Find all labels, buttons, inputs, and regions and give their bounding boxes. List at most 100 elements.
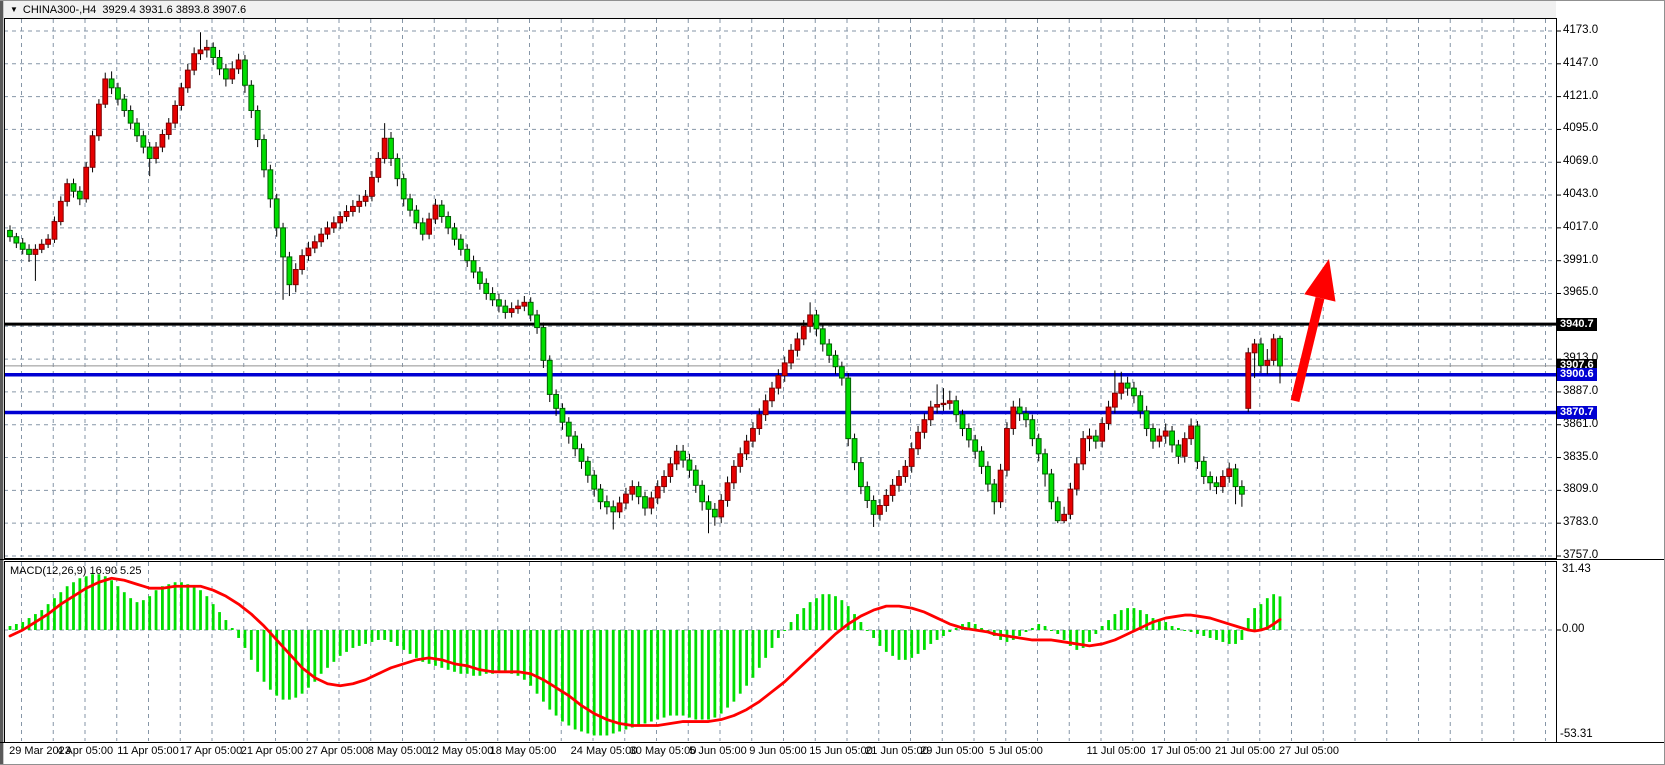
macd-histogram-bar <box>376 630 380 640</box>
candle <box>1150 428 1156 442</box>
macd-histogram-bar <box>948 630 952 632</box>
macd-histogram-bar <box>688 630 691 718</box>
candle <box>369 176 375 197</box>
macd-histogram-bar <box>1094 630 1098 634</box>
candle <box>1054 501 1061 522</box>
candle <box>946 400 953 404</box>
candle <box>1086 435 1093 440</box>
candle <box>991 483 998 503</box>
candle <box>261 139 267 171</box>
macd-histogram-bar <box>319 630 323 674</box>
candle <box>1219 475 1226 488</box>
macd-histogram-bar <box>205 596 209 630</box>
candle <box>273 198 280 229</box>
time-axis-label: 5 Jul 05:00 <box>989 745 1043 757</box>
candle <box>96 103 102 137</box>
candle <box>718 499 725 518</box>
candle <box>616 502 623 513</box>
macd-histogram-bar <box>637 630 641 726</box>
macd-histogram-bar <box>586 630 590 734</box>
candle <box>870 499 877 515</box>
macd-histogram-bar <box>573 630 577 730</box>
macd-histogram-bar <box>84 576 88 630</box>
candle <box>661 475 667 488</box>
candle <box>464 248 471 262</box>
price-axis-label: 3991.0 <box>1563 253 1599 266</box>
macd-scale-max: 31.43 <box>1562 563 1591 575</box>
macd-histogram-bar <box>459 630 463 674</box>
candle <box>1169 430 1175 446</box>
time-axis-label: 11 Jul 05:00 <box>1086 745 1146 757</box>
macd-histogram-bar <box>364 630 367 644</box>
candle <box>496 299 502 307</box>
macd-histogram-bar <box>478 630 482 676</box>
candle <box>102 78 109 105</box>
macd-histogram-bar <box>211 604 215 630</box>
macd-histogram-bar <box>1100 626 1104 630</box>
annotation-arrow-shaft[interactable] <box>1290 296 1325 403</box>
candle <box>724 482 731 501</box>
candle <box>985 465 991 485</box>
macd-histogram-bar <box>1043 626 1047 630</box>
candle <box>432 204 439 220</box>
candle <box>1004 428 1010 471</box>
macd-histogram-bar <box>1030 628 1034 630</box>
macd-histogram-bar <box>383 630 387 640</box>
macd-histogram-bar <box>440 630 444 668</box>
candle <box>934 404 941 408</box>
macd-histogram-bar <box>567 630 571 726</box>
candle <box>438 204 445 218</box>
macd-histogram-bar <box>148 596 152 630</box>
candle <box>800 325 807 340</box>
candle <box>413 209 420 224</box>
candle <box>877 505 883 515</box>
candle <box>1258 343 1264 366</box>
candle <box>1207 475 1214 484</box>
macd-histogram-bar <box>891 630 895 656</box>
macd-histogram-bar <box>580 630 583 732</box>
macd-histogram-bar <box>1088 630 1091 642</box>
macd-histogram-bar <box>249 630 253 660</box>
candle <box>1029 419 1036 440</box>
candle <box>229 68 236 80</box>
candle <box>38 243 45 250</box>
macd-histogram-bar <box>554 630 558 716</box>
triangle-down-icon[interactable]: ▼ <box>10 5 18 14</box>
annotation-arrow-head[interactable] <box>1304 259 1336 302</box>
macd-histogram-bar <box>1170 626 1174 630</box>
time-axis-label: 15 Jun 05:00 <box>809 745 873 757</box>
price-axis-label: 4069.0 <box>1563 155 1599 168</box>
macd-histogram-bar <box>859 622 863 630</box>
macd-histogram-bar <box>180 582 183 630</box>
macd-histogram-bar <box>776 630 780 638</box>
macd-histogram-bar <box>1215 630 1218 640</box>
candle <box>1092 435 1099 442</box>
macd-histogram-bar <box>1189 630 1193 632</box>
candle <box>13 236 20 244</box>
macd-histogram-bar <box>656 630 660 720</box>
candle <box>769 387 775 402</box>
candle <box>1143 410 1150 430</box>
macd-histogram-bar <box>427 630 431 664</box>
candle <box>451 227 458 240</box>
candle <box>756 414 763 430</box>
candle <box>362 195 369 202</box>
candle <box>807 314 814 327</box>
candle <box>788 349 794 364</box>
candle <box>731 465 737 484</box>
candle <box>457 238 464 250</box>
candle <box>972 439 979 452</box>
macd-histogram-bar <box>599 630 602 736</box>
macd-histogram-bar <box>846 606 850 630</box>
macd-histogram-bar <box>1157 620 1161 630</box>
candle <box>692 469 699 486</box>
candle <box>26 248 32 255</box>
candle <box>565 421 572 437</box>
time-axis-label: 29 Mar 2023 <box>9 745 71 757</box>
candle <box>1112 392 1118 408</box>
time-axis-label: 27 Apr 05:00 <box>305 745 369 757</box>
candle <box>254 110 261 141</box>
macd-histogram-bar <box>923 630 926 650</box>
candle <box>604 501 610 508</box>
